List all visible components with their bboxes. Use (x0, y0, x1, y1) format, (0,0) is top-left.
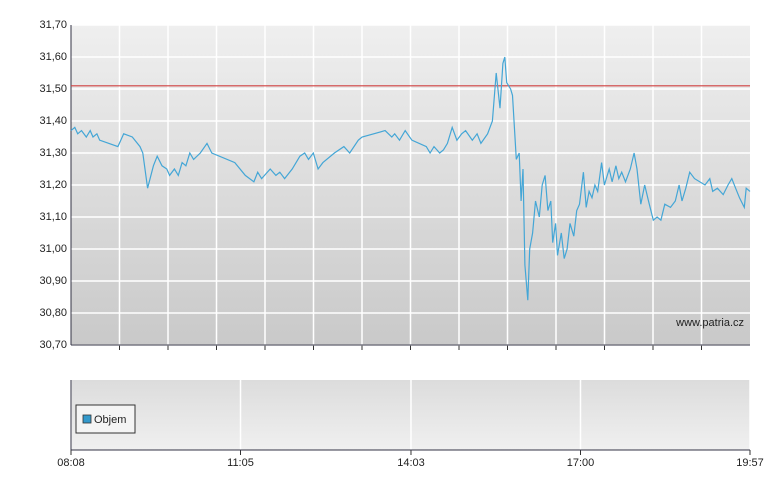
y-tick-label: 31,40 (39, 115, 67, 127)
x-tick-label: 11:05 (227, 457, 254, 469)
y-tick-label: 31,60 (39, 51, 67, 63)
x-tick-label: 14:03 (397, 457, 425, 469)
y-tick-label: 31,00 (39, 243, 67, 255)
y-tick-label: 31,30 (39, 147, 67, 159)
y-tick-label: 31,10 (39, 211, 67, 223)
watermark: www.patria.cz (675, 317, 744, 329)
legend-label: Objem (94, 414, 126, 426)
y-tick-label: 30,80 (39, 307, 67, 319)
y-tick-label: 31,70 (39, 19, 67, 31)
x-tick-label: 19:57 (736, 457, 764, 469)
x-tick-label: 17:00 (567, 457, 595, 469)
y-tick-label: 31,50 (39, 83, 67, 95)
y-tick-label: 30,90 (39, 275, 67, 287)
x-tick-label: 08:08 (57, 457, 85, 469)
y-tick-label: 30,70 (39, 339, 67, 351)
y-tick-label: 31,20 (39, 179, 67, 191)
legend-swatch (82, 414, 92, 424)
price-line (70, 56, 751, 301)
